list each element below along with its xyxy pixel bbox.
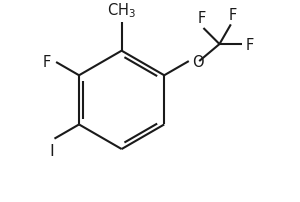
- Text: CH$_3$: CH$_3$: [107, 2, 136, 20]
- Text: F: F: [229, 7, 237, 22]
- Text: F: F: [197, 11, 206, 26]
- Text: O: O: [193, 54, 204, 69]
- Text: I: I: [49, 144, 54, 159]
- Text: F: F: [246, 37, 254, 52]
- Text: F: F: [43, 54, 51, 69]
